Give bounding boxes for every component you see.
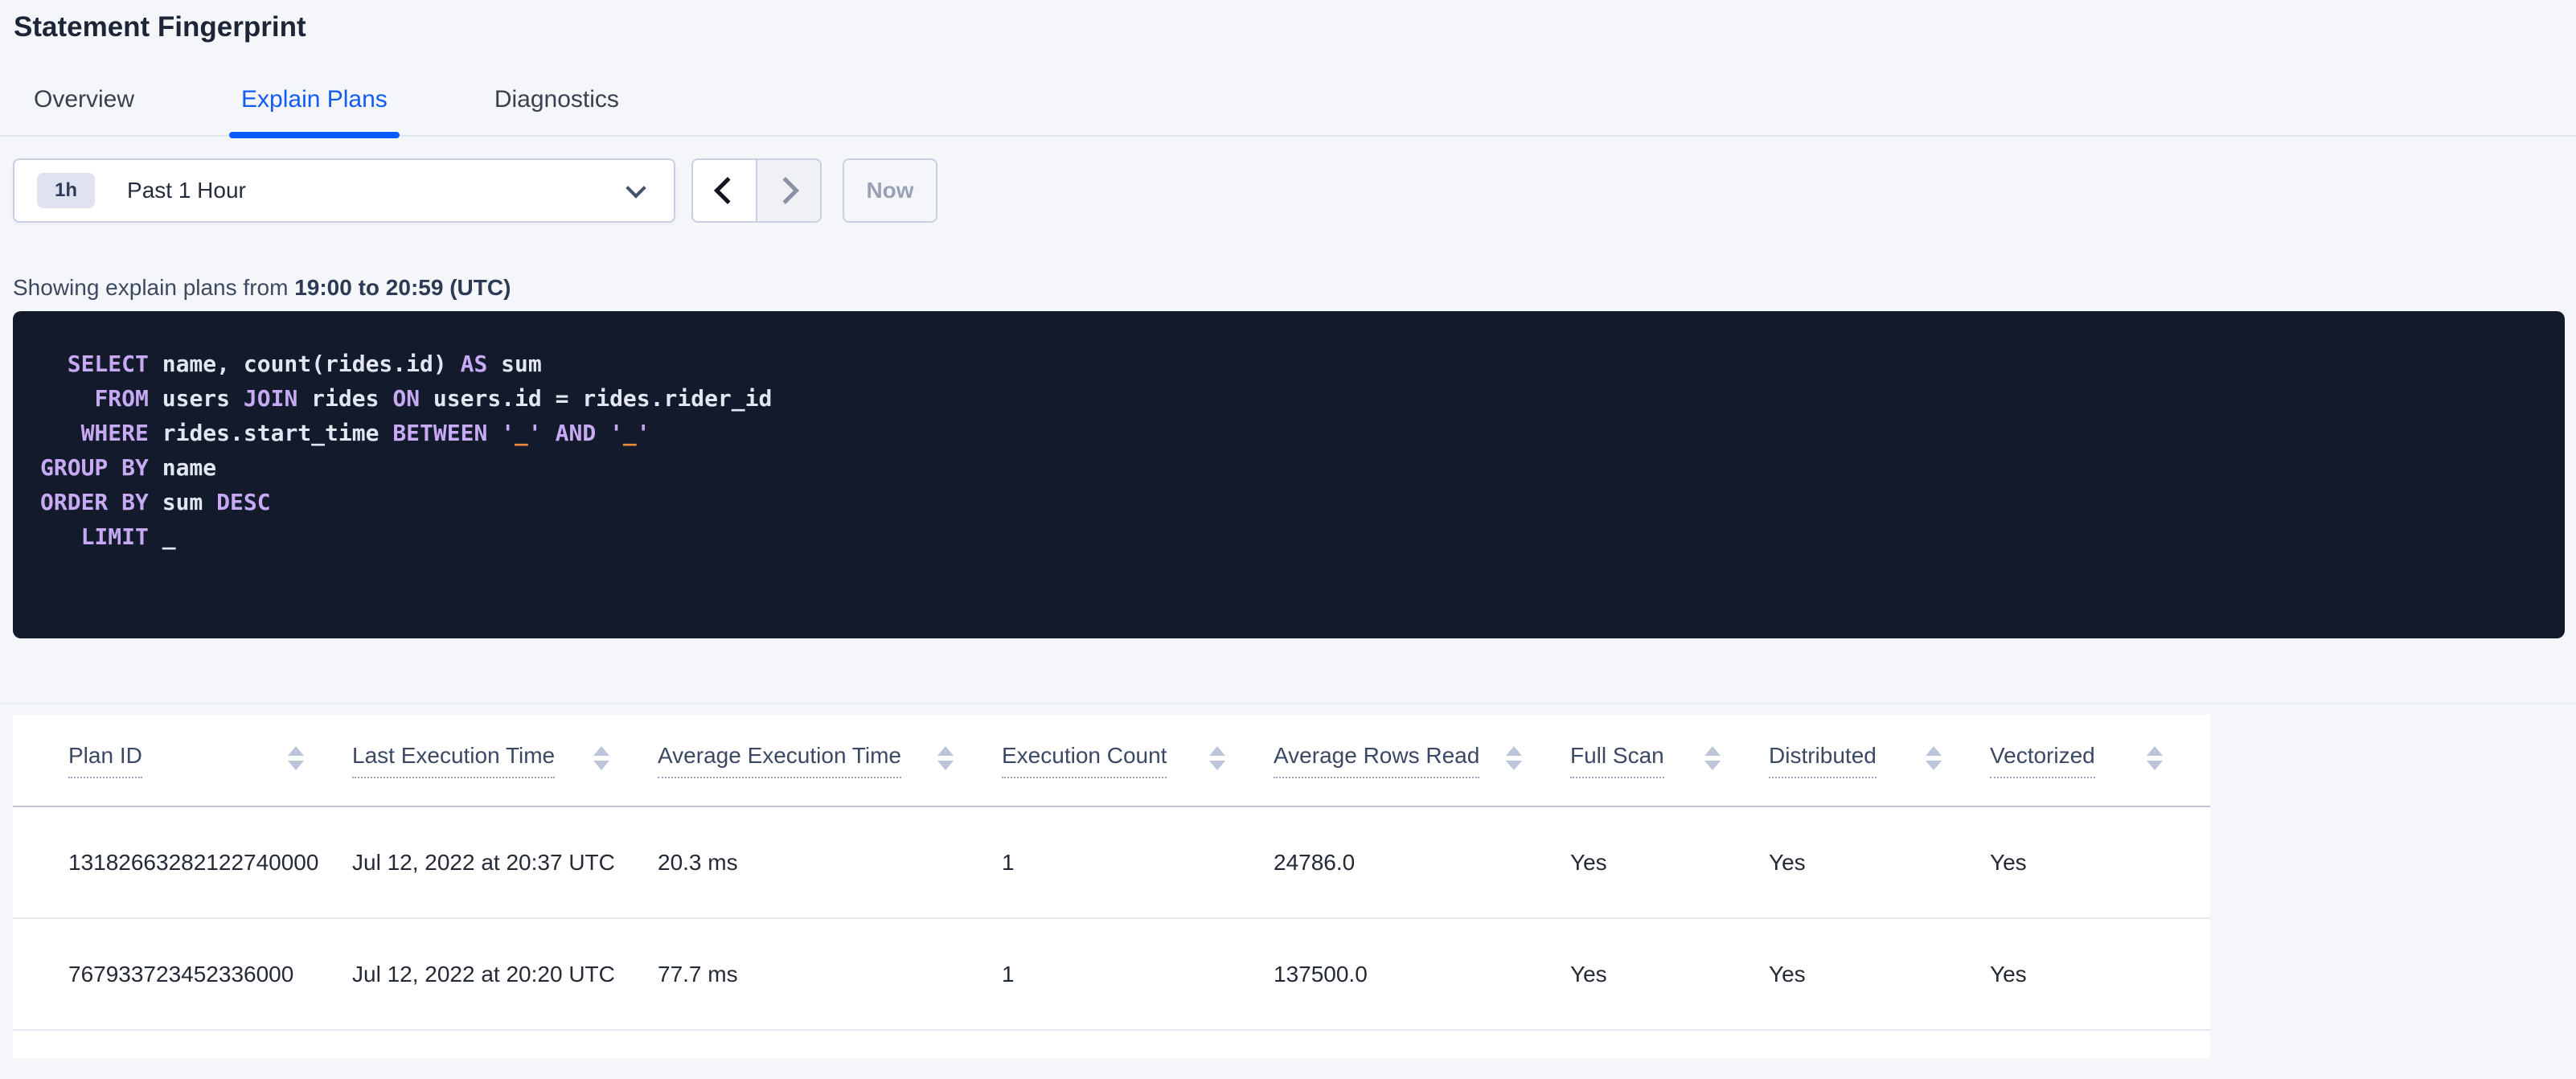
table-cell: 24786.0 [1273, 806, 1569, 919]
column-header-vectorized[interactable]: Vectorized [1989, 715, 2210, 807]
sql-line: ORDER BY sum DESC [40, 489, 271, 515]
sql-line: LIMIT _ [80, 523, 176, 550]
sql-line: SELECT name, count(rides.id) AS sum [40, 351, 542, 377]
column-header-average-execution-time[interactable]: Average Execution Time [657, 715, 1001, 807]
sql-line: FROM users JOIN rides ON users.id = ride… [94, 385, 773, 412]
column-label: Distributed [1769, 743, 1877, 778]
page-title: Statement Fingerprint [14, 11, 306, 43]
column-header-full-scan[interactable]: Full Scan [1569, 715, 1768, 807]
table-cell: 137500.0 [1273, 918, 1569, 1031]
sql-line: WHERE rides.start_time BETWEEN '_' AND '… [80, 420, 650, 446]
sort-arrows-icon[interactable] [593, 745, 609, 775]
next-interval-button[interactable] [756, 160, 820, 221]
table-cell: 1 [1001, 918, 1273, 1031]
sort-arrows-icon[interactable] [1506, 745, 1522, 775]
table-cell: 1 [1001, 806, 1273, 919]
column-header-distributed[interactable]: Distributed [1768, 715, 1989, 807]
chevron-right-icon [772, 177, 799, 204]
sql-line: GROUP BY name [40, 454, 217, 481]
showing-range-bold: 19:00 to 20:59 (UTC) [294, 275, 511, 300]
column-label: Full Scan [1570, 743, 1664, 778]
column-header-average-rows-read[interactable]: Average Rows Read [1273, 715, 1569, 807]
table-header: Plan ID Last Execution Time Average Execut… [13, 715, 2210, 807]
chevron-down-icon [626, 178, 646, 199]
chevron-left-icon [714, 177, 741, 204]
table-cell: 767933723452336000 [13, 918, 351, 1031]
table-cell: 13182663282122740000 [13, 806, 351, 919]
column-label: Last Execution Time [352, 743, 556, 778]
table-cell: Yes [1569, 806, 1768, 919]
time-controls: 1h Past 1 Hour Now [13, 158, 2576, 223]
table-cell: 20.3 ms [657, 806, 1001, 919]
time-range-select[interactable]: 1h Past 1 Hour [13, 158, 675, 223]
explain-plans-table: Plan ID Last Execution Time Average Execut… [13, 715, 2210, 1031]
column-label: Execution Count [1002, 743, 1167, 778]
column-label: Average Rows Read [1274, 743, 1480, 778]
showing-range-prefix: Showing explain plans from [13, 275, 295, 300]
table-cell: Yes [1768, 918, 1989, 1031]
sort-arrows-icon[interactable] [288, 745, 304, 775]
tab-explain-plans[interactable]: Explain Plans [229, 85, 400, 138]
column-header-execution-count[interactable]: Execution Count [1001, 715, 1273, 807]
sort-arrows-icon[interactable] [1704, 745, 1721, 775]
table-cell: Yes [1768, 806, 1989, 919]
time-range-label: Past 1 Hour [127, 178, 246, 203]
sql-statement-box: SELECT name, count(rides.id) AS sum FROM… [13, 311, 2565, 638]
tab-bar: Overview Explain Plans Diagnostics [0, 85, 2576, 138]
explain-plans-table-card: Plan ID Last Execution Time Average Execut… [13, 715, 2210, 1058]
showing-range-text: Showing explain plans from 19:00 to 20:5… [13, 274, 2576, 302]
table-cell: 77.7 ms [657, 918, 1001, 1031]
column-header-plan-id[interactable]: Plan ID [13, 715, 351, 807]
previous-interval-button[interactable] [693, 160, 756, 221]
table-row: 13182663282122740000 Jul 12, 2022 at 20:3… [13, 806, 2210, 919]
table-cell: Yes [1989, 806, 2210, 919]
column-label: Average Execution Time [658, 743, 901, 778]
sort-arrows-icon[interactable] [1926, 745, 1942, 775]
table-cell: Jul 12, 2022 at 20:37 UTC [351, 806, 657, 919]
sort-arrows-icon[interactable] [1209, 745, 1225, 775]
sort-arrows-icon[interactable] [937, 745, 954, 775]
time-step-group [691, 158, 822, 223]
tab-overview[interactable]: Overview [34, 86, 135, 113]
column-label: Plan ID [68, 743, 142, 778]
table-row: 767933723452336000 Jul 12, 2022 at 20:20 … [13, 918, 2210, 1031]
sort-arrows-icon[interactable] [2147, 745, 2163, 775]
time-range-badge: 1h [37, 173, 96, 208]
table-cell: Yes [1569, 918, 1768, 1031]
table-cell: Jul 12, 2022 at 20:20 UTC [351, 918, 657, 1031]
table-cell: Yes [1989, 918, 2210, 1031]
tab-diagnostics[interactable]: Diagnostics [494, 86, 619, 113]
column-header-last-execution-time[interactable]: Last Execution Time [351, 715, 657, 807]
now-button[interactable]: Now [843, 158, 937, 223]
section-divider [0, 703, 2576, 704]
column-label: Vectorized [1990, 743, 2095, 778]
